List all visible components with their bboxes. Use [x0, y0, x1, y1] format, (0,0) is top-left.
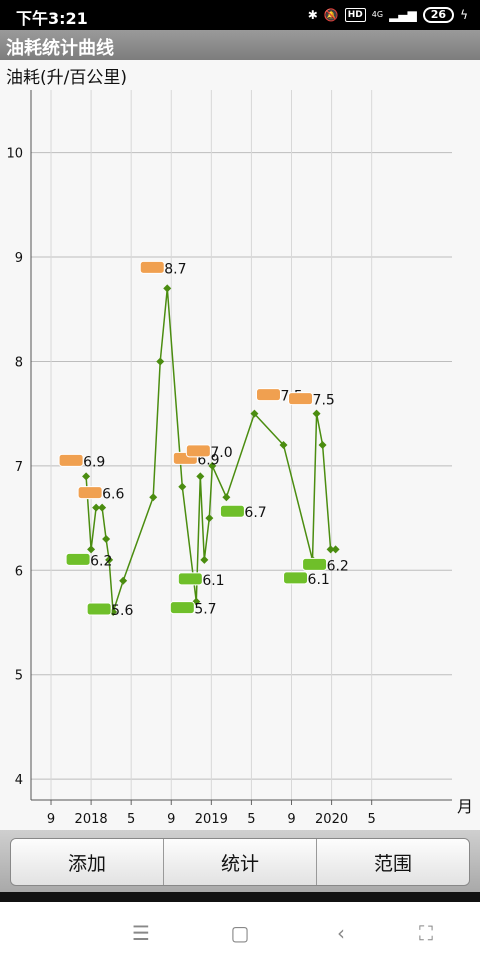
- data-label: 8.7: [164, 261, 186, 277]
- hd-badge: HD: [344, 8, 366, 22]
- data-point: [105, 555, 114, 564]
- back-icon[interactable]: ‹: [337, 921, 345, 945]
- status-icons: ✱ 🔕 HD 4G ▂▄▆ 26 ϟ: [308, 7, 468, 23]
- x-tick-label: 5: [247, 812, 255, 827]
- page-title: 油耗统计曲线: [6, 38, 114, 59]
- data-point: [119, 576, 128, 585]
- y-tick-label: 7: [15, 460, 23, 475]
- data-point: [312, 409, 321, 418]
- title-bar: 油耗统计曲线: [0, 30, 480, 60]
- signal-icon: ▂▄▆: [389, 8, 417, 22]
- charging-icon: ϟ: [460, 8, 468, 22]
- data-point: [102, 534, 111, 543]
- data-point: [208, 461, 217, 470]
- low-marker-badge: [283, 571, 309, 585]
- high-marker-badge: [288, 392, 314, 406]
- high-marker-badge: [185, 444, 211, 458]
- chart-area: 油耗(升/百公里) 4 5 6 7 8 9 10 9 2018 5 9 2019 5 9 2020 5 月 6.9 6…: [0, 60, 480, 830]
- network-type: 4G: [371, 10, 384, 19]
- menu-icon[interactable]: ☰: [132, 921, 150, 945]
- data-label: 6.7: [244, 505, 266, 521]
- data-label: 6.1: [308, 572, 330, 588]
- x-axis-label: 月: [457, 797, 473, 816]
- data-point: [98, 503, 107, 512]
- data-label: 7.0: [210, 445, 232, 461]
- data-point: [318, 441, 327, 449]
- x-tick-label: 5: [368, 812, 376, 827]
- data-point: [149, 493, 158, 502]
- data-label: 7.5: [313, 393, 335, 409]
- high-marker-badge: [139, 260, 165, 274]
- high-marker-badge: [255, 388, 281, 402]
- y-tick-label: 9: [15, 251, 23, 266]
- data-point: [92, 503, 101, 512]
- high-marker-badge: [58, 453, 84, 467]
- data-point: [200, 555, 209, 564]
- y-tick-label: 10: [6, 147, 23, 162]
- button-group: 添加 统计 范围: [10, 838, 470, 886]
- mute-bell-icon: 🔕: [323, 8, 339, 22]
- bluetooth-icon: ✱: [307, 8, 318, 22]
- data-point: [156, 357, 165, 366]
- add-button[interactable]: 添加: [11, 839, 164, 885]
- data-point: [222, 493, 231, 502]
- data-label: 6.2: [90, 553, 112, 569]
- data-point: [331, 545, 340, 554]
- data-label: 6.1: [202, 573, 224, 589]
- low-marker-badge: [302, 557, 328, 571]
- y-tick-label: 4: [15, 773, 23, 788]
- data-point: [326, 545, 335, 554]
- data-label: 6.2: [327, 558, 349, 574]
- stats-button[interactable]: 统计: [164, 839, 317, 885]
- y-axis-label: 油耗(升/百公里): [6, 68, 127, 88]
- fuel-consumption-chart: 油耗(升/百公里) 4 5 6 7 8 9 10 9 2018 5 9 2019 5 9 2020 5 月 6.9 6…: [6, 68, 473, 827]
- data-label: 6.9: [83, 454, 105, 470]
- data-point: [250, 409, 259, 418]
- y-tick-label: 5: [15, 669, 23, 684]
- x-tick-label: 9: [47, 812, 55, 827]
- low-marker-badge: [169, 601, 195, 615]
- x-tick-label: 5: [127, 812, 135, 827]
- screenshot-icon[interactable]: ⛶: [419, 921, 433, 945]
- high-marker-badge: [77, 486, 103, 500]
- home-icon[interactable]: ▢: [230, 921, 250, 945]
- status-bar: 下午3:21 ✱ 🔕 HD 4G ▂▄▆ 26 ϟ: [0, 0, 480, 30]
- data-point: [279, 441, 288, 449]
- data-point: [82, 472, 91, 481]
- status-time: 下午3:21: [16, 9, 88, 28]
- y-tick-label: 6: [15, 564, 23, 579]
- low-marker-badge: [177, 572, 203, 586]
- data-point: [196, 472, 205, 481]
- data-point: [163, 284, 172, 293]
- low-marker-badge: [65, 552, 91, 566]
- data-point: [87, 545, 96, 554]
- button-bar: 添加 统计 范围: [0, 830, 480, 892]
- x-tick-label: 2018: [75, 812, 108, 827]
- x-tick-label: 9: [287, 812, 295, 827]
- x-tick-label: 2020: [315, 812, 348, 827]
- bottom-divider: [0, 892, 480, 902]
- navigation-bar: ☰ ▢ ‹ ⛶: [0, 902, 480, 960]
- y-tick-label: 8: [15, 355, 23, 370]
- battery-level: 26: [422, 7, 455, 23]
- x-tick-label: 2019: [195, 812, 228, 827]
- range-button[interactable]: 范围: [317, 839, 469, 885]
- data-label: 6.6: [102, 487, 124, 503]
- low-marker-badge: [86, 602, 112, 616]
- data-label: 5.7: [194, 602, 216, 618]
- low-marker-badge: [219, 504, 245, 518]
- data-label: 5.6: [111, 603, 133, 619]
- data-point: [178, 482, 187, 491]
- x-tick-label: 9: [167, 812, 175, 827]
- data-point: [205, 514, 214, 523]
